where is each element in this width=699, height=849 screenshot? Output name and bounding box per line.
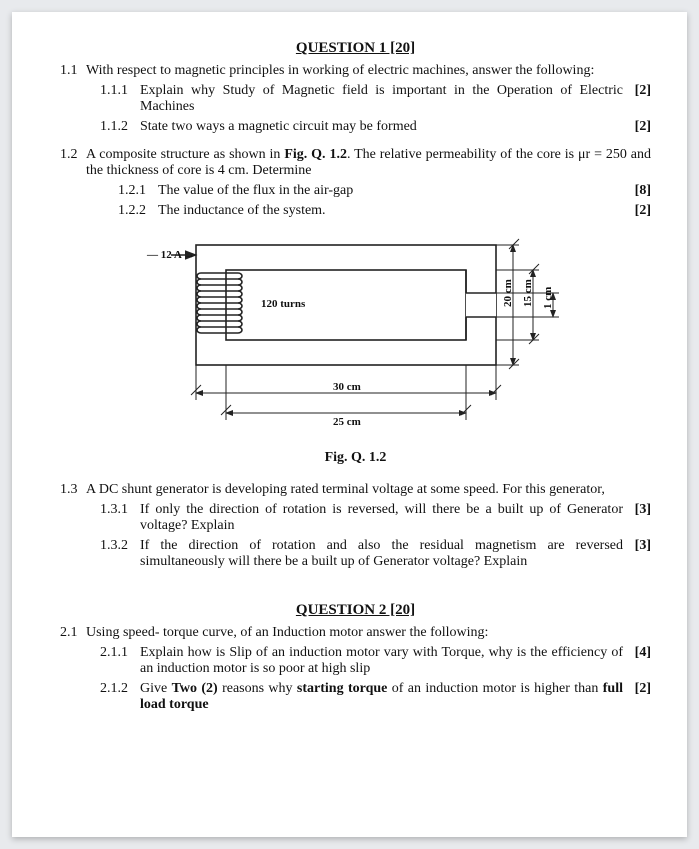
text-1-1: With respect to magnetic principles in w…: [86, 63, 651, 79]
num-1-2-1: 1.2.1: [118, 183, 158, 199]
num-2-1: 2.1: [60, 625, 86, 641]
section-2-1: 2.1 Using speed- torque curve, of an Ind…: [60, 625, 651, 641]
num-1-2-2: 1.2.2: [118, 203, 158, 219]
marks-1-2-2: [2]: [623, 203, 651, 219]
section-1-2: 1.2 A composite structure as shown in Fi…: [60, 147, 651, 179]
text-1-3-1: If only the direction of rotation is rev…: [140, 502, 623, 534]
label-25cm: 25 cm: [333, 416, 361, 428]
text-1-3-2: If the direction of rotation and also th…: [140, 538, 623, 570]
t212a: Give: [140, 681, 172, 696]
section-1-1: 1.1 With respect to magnetic principles …: [60, 63, 651, 79]
section-1-3: 1.3 A DC shunt generator is developing r…: [60, 482, 651, 498]
marks-1-1-1: [2]: [623, 83, 651, 115]
text-1-2: A composite structure as shown in Fig. Q…: [86, 147, 651, 179]
label-1cm: 1 cm: [542, 287, 554, 309]
label-30cm: 30 cm: [333, 381, 361, 393]
text-1-1-1: Explain why Study of Magnetic field is i…: [140, 83, 623, 115]
marks-2-1-1: [4]: [623, 645, 651, 677]
marks-1-3-2: [3]: [623, 538, 651, 570]
marks-1-1-2: [2]: [623, 119, 651, 135]
text-1-1-2: State two ways a magnetic circuit may be…: [140, 119, 623, 135]
figure-caption: Fig. Q. 1.2: [60, 450, 651, 466]
item-2-1-1: 2.1.1 Explain how is Slip of an inductio…: [100, 645, 651, 677]
text-1-2-2: The inductance of the system.: [158, 203, 623, 219]
num-2-1-1: 2.1.1: [100, 645, 140, 677]
item-1-3-2: 1.3.2 If the direction of rotation and a…: [100, 538, 651, 570]
item-1-1-1: 1.1.1 Explain why Study of Magnetic fiel…: [100, 83, 651, 115]
num-1-3-2: 1.3.2: [100, 538, 140, 570]
label-turns: 120 turns: [261, 298, 306, 310]
t212c: of an induction motor is higher than: [387, 681, 602, 696]
item-1-3-1: 1.3.1 If only the direction of rotation …: [100, 502, 651, 534]
exam-page: QUESTION 1 [20] 1.1 With respect to magn…: [12, 12, 687, 837]
text-1-2-1: The value of the flux in the air-gap: [158, 183, 623, 199]
t212two: Two (2): [172, 681, 218, 696]
label-15cm: 15 cm: [522, 279, 534, 307]
question-1-header: QUESTION 1 [20]: [60, 40, 651, 57]
marks-1-3-1: [3]: [623, 502, 651, 534]
figure-labels: — 12 A → 120 turns 30 cm 25 cm 20 cm 15 …: [146, 249, 554, 428]
item-1-1-2: 1.1.2 State two ways a magnetic circuit …: [100, 119, 651, 135]
t212start: starting torque: [297, 681, 387, 696]
text-2-1-2: Give Two (2) reasons why starting torque…: [140, 681, 623, 713]
label-20cm: 20 cm: [502, 279, 514, 307]
item-1-2-1: 1.2.1 The value of the flux in the air-g…: [118, 183, 651, 199]
text-2-1-1: Explain how is Slip of an induction moto…: [140, 645, 623, 677]
num-1-2: 1.2: [60, 147, 86, 179]
text-2-1: Using speed- torque curve, of an Inducti…: [86, 625, 651, 641]
num-1-3: 1.3: [60, 482, 86, 498]
num-2-1-2: 2.1.2: [100, 681, 140, 713]
coil-winding: [197, 273, 242, 333]
num-1-1-1: 1.1.1: [100, 83, 140, 115]
item-2-1-2: 2.1.2 Give Two (2) reasons why starting …: [100, 681, 651, 713]
text-1-2-a: A composite structure as shown in: [86, 147, 284, 162]
text-1-3: A DC shunt generator is developing rated…: [86, 482, 651, 498]
t212b: reasons why: [218, 681, 297, 696]
marks-2-1-2: [2]: [623, 681, 651, 713]
num-1-3-1: 1.3.1: [100, 502, 140, 534]
marks-1-2-1: [8]: [623, 183, 651, 199]
label-current: — 12 A →: [146, 249, 195, 261]
figure-core-diagram: — 12 A → 120 turns 30 cm 25 cm 20 cm 15 …: [141, 225, 571, 440]
question-2-header: QUESTION 2 [20]: [60, 602, 651, 619]
item-1-2-2: 1.2.2 The inductance of the system. [2]: [118, 203, 651, 219]
text-1-2-fig: Fig. Q. 1.2: [284, 147, 347, 162]
num-1-1: 1.1: [60, 63, 86, 79]
num-1-1-2: 1.1.2: [100, 119, 140, 135]
